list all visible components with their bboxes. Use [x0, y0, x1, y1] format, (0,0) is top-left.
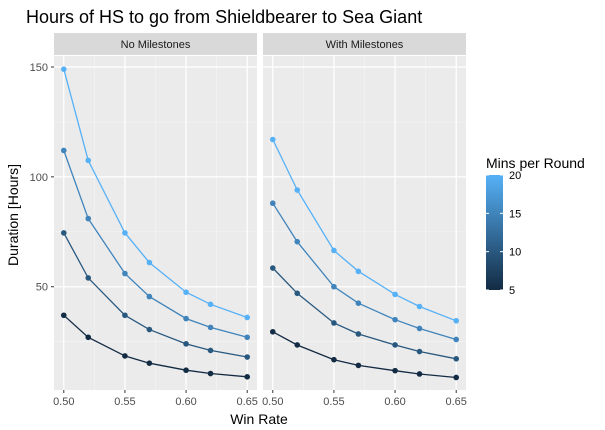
facet-panel-2: With Milestones — [263, 33, 466, 390]
data-point — [355, 331, 362, 337]
data-point — [331, 356, 337, 363]
facet-strip-label: No Milestones — [121, 39, 191, 51]
data-point — [269, 136, 276, 143]
data-point — [183, 341, 189, 347]
data-point — [416, 348, 423, 355]
data-point — [453, 336, 460, 343]
data-point — [294, 290, 301, 297]
facet-panel-1: No Milestones — [54, 33, 257, 390]
legend-tick-label: 20 — [509, 170, 521, 182]
series-10-mins — [60, 230, 251, 360]
data-point — [60, 147, 67, 154]
series-20-mins — [60, 66, 251, 321]
data-point — [269, 200, 276, 207]
data-point — [85, 334, 92, 341]
series-5-mins — [269, 328, 460, 381]
data-point — [122, 230, 128, 236]
x-tick-label: 0.55 — [114, 396, 135, 408]
data-point — [331, 320, 337, 326]
data-point — [416, 371, 423, 377]
data-point — [146, 360, 153, 366]
data-point — [355, 362, 362, 369]
data-point — [244, 354, 251, 360]
x-tick-label: 0.50 — [53, 396, 74, 408]
x-tick-label: 0.65 — [237, 396, 258, 408]
x-tick-label: 0.60 — [384, 396, 405, 408]
legend-title: Mins per Round — [486, 155, 585, 171]
facet-strip — [54, 33, 257, 55]
data-point — [355, 300, 362, 307]
legend-colorbar — [486, 175, 503, 290]
data-point — [122, 312, 128, 319]
data-point — [244, 374, 251, 380]
data-point — [122, 353, 128, 359]
data-point — [146, 326, 153, 333]
series-15-mins — [269, 200, 460, 343]
legend-tick-label: 15 — [509, 208, 521, 220]
data-point — [331, 283, 337, 290]
data-point — [392, 291, 398, 298]
panels-layer: No Milestones With Milestones — [54, 33, 466, 390]
x-tick-label: 0.55 — [323, 396, 344, 408]
data-point — [453, 317, 460, 324]
series-15-mins — [60, 147, 251, 341]
data-point — [244, 334, 251, 341]
chart-title: Hours of HS to go from Shieldbearer to S… — [26, 7, 422, 27]
data-point — [60, 312, 67, 319]
x-tick-label: 0.65 — [446, 396, 467, 408]
data-point — [85, 215, 92, 222]
data-point — [207, 324, 214, 331]
data-point — [453, 374, 460, 381]
data-point — [183, 367, 189, 374]
data-point — [183, 289, 189, 296]
data-point — [294, 187, 301, 193]
data-point — [207, 370, 214, 377]
data-point — [207, 301, 214, 308]
data-point — [207, 347, 214, 354]
data-point — [269, 328, 276, 335]
data-point — [244, 314, 251, 321]
axes-layer: 0.50 0.55 0.60 0.65 0.50 0.55 0.60 0.65 50 100 150 — [30, 62, 467, 408]
data-point — [416, 325, 423, 332]
y-axis-title: Duration [Hours] — [5, 164, 21, 266]
facet-strip — [263, 33, 466, 55]
data-point — [269, 265, 276, 271]
data-point — [294, 238, 301, 245]
legend-tick-label: 10 — [509, 247, 521, 259]
data-point — [392, 342, 398, 348]
facet-strip-label: With Milestones — [326, 39, 404, 51]
series-10-mins — [269, 265, 460, 362]
data-point — [146, 259, 153, 266]
data-point — [416, 303, 423, 310]
data-point — [183, 315, 189, 322]
data-point — [60, 230, 67, 236]
data-point — [392, 316, 398, 323]
series-5-mins — [60, 312, 251, 380]
legend: Mins per Round 5 10 15 20 — [486, 155, 585, 297]
data-point — [355, 268, 362, 275]
legend-tick-label: 5 — [509, 285, 515, 297]
data-point — [85, 275, 92, 281]
x-axis-title: Win Rate — [230, 411, 288, 427]
y-tick-label: 100 — [30, 172, 48, 184]
x-tick-label: 0.60 — [175, 396, 196, 408]
data-point — [453, 355, 460, 362]
data-point — [146, 293, 153, 300]
y-tick-label: 150 — [30, 62, 48, 74]
data-point — [85, 157, 92, 164]
data-point — [60, 66, 67, 72]
data-point — [122, 270, 128, 277]
x-tick-label: 0.50 — [262, 396, 283, 408]
data-point — [331, 247, 337, 254]
data-point — [294, 342, 301, 348]
series-20-mins — [269, 136, 460, 324]
y-tick-label: 50 — [36, 282, 48, 294]
data-point — [392, 367, 398, 374]
